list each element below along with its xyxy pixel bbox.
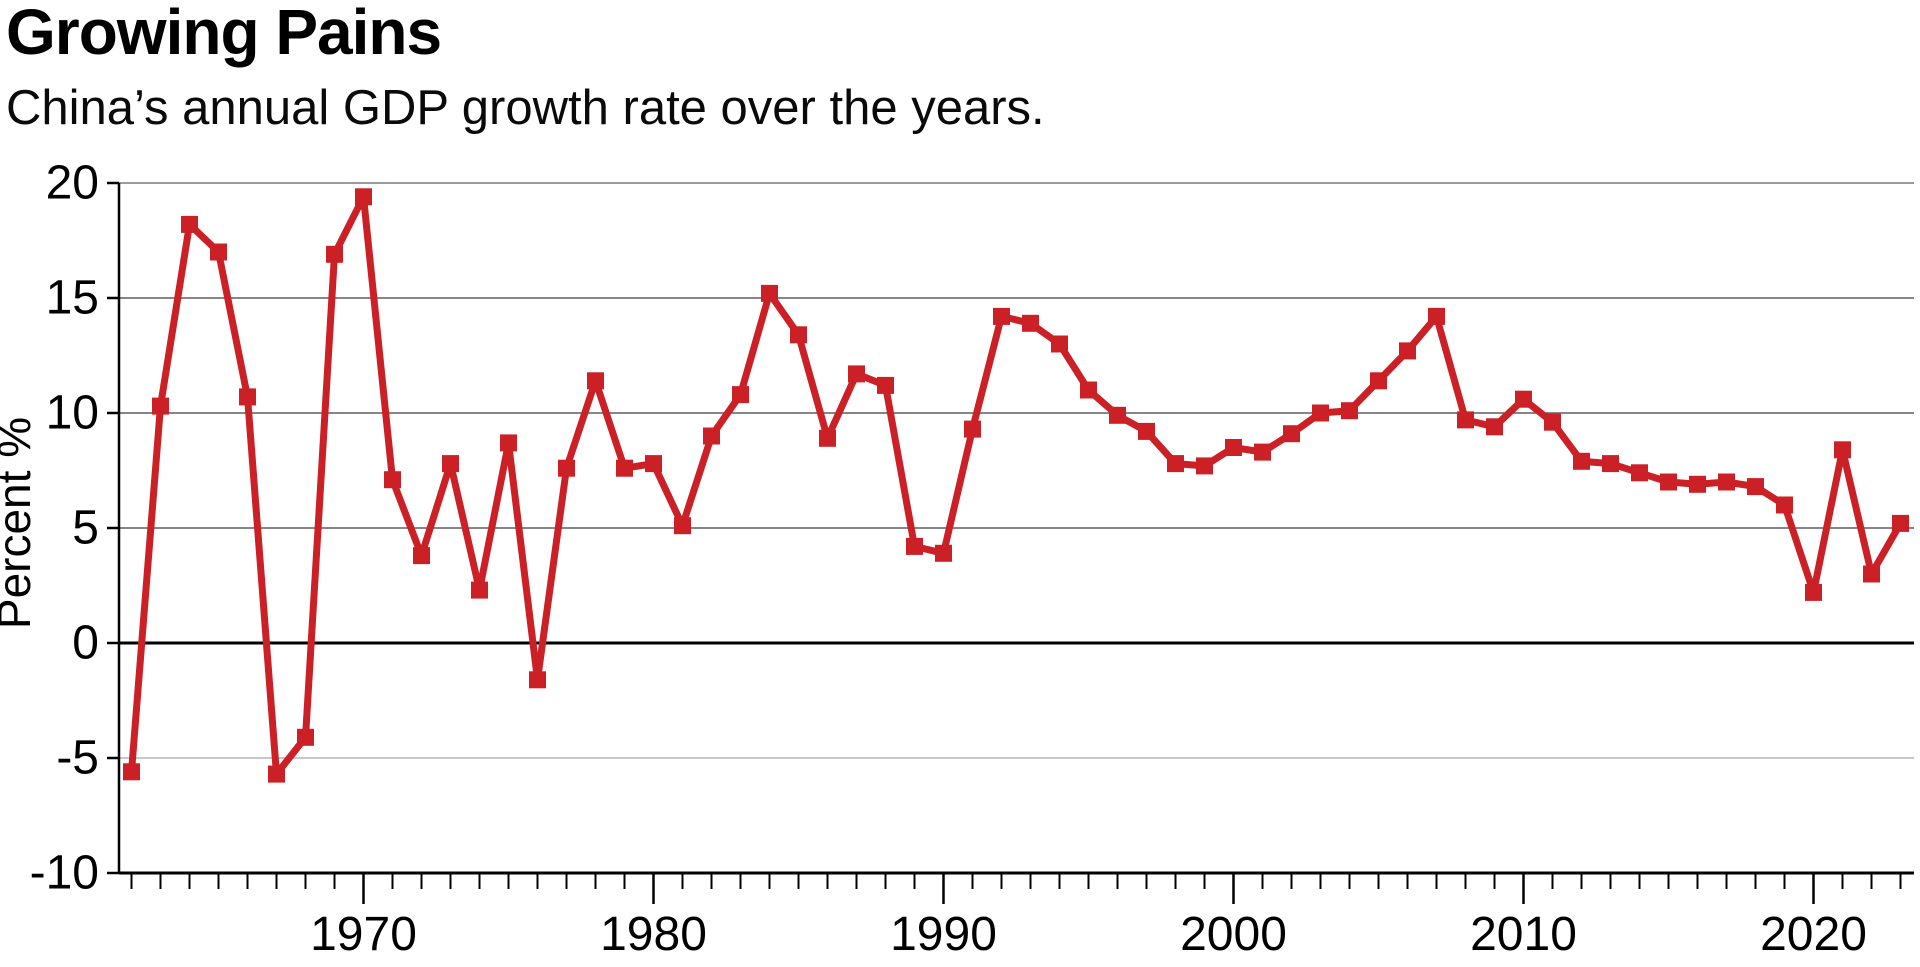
data-series	[123, 188, 1909, 783]
y-tick-label: 15	[46, 272, 99, 325]
data-point	[1776, 496, 1793, 514]
data-point	[1167, 455, 1184, 473]
x-tick-label: 1980	[600, 908, 707, 961]
data-point	[181, 215, 198, 233]
y-tick-label: 20	[46, 157, 99, 210]
data-point	[1689, 475, 1706, 493]
data-point	[1457, 411, 1474, 429]
y-tick-label: -10	[30, 847, 99, 900]
data-point	[616, 459, 633, 477]
data-point	[268, 765, 285, 783]
x-axis-ticks	[130, 873, 1902, 904]
data-point	[1834, 441, 1851, 459]
y-axis-ticks	[107, 181, 119, 875]
data-point	[500, 434, 517, 452]
data-point	[790, 326, 807, 344]
data-point	[1515, 390, 1532, 408]
data-point	[1747, 478, 1764, 496]
chart-title: Growing Pains	[6, 0, 442, 68]
data-point	[471, 581, 488, 599]
data-point	[355, 188, 372, 206]
data-point	[210, 243, 227, 261]
data-point	[1631, 464, 1648, 482]
data-point	[1138, 422, 1155, 440]
y-axis-tick-labels: 20 15 10 5 0 -5 -10	[30, 157, 99, 900]
x-axis-tick-labels: 1970 1980 1990 2000 2010 2020	[310, 908, 1867, 961]
data-point	[1196, 457, 1213, 475]
data-point	[1573, 452, 1590, 470]
data-point	[1109, 406, 1126, 424]
data-point	[413, 547, 430, 565]
y-tick-label: 5	[72, 502, 99, 555]
chart-subtitle: China’s annual GDP growth rate over the …	[6, 81, 1045, 135]
data-point	[1312, 404, 1329, 422]
data-point	[1254, 443, 1271, 461]
data-point	[442, 455, 459, 473]
data-point	[1486, 418, 1503, 436]
x-tick-label: 2000	[1180, 908, 1287, 961]
data-point	[964, 420, 981, 438]
data-point	[587, 372, 604, 390]
x-tick-label: 1970	[310, 908, 417, 961]
data-point	[239, 388, 256, 406]
data-point	[1080, 381, 1097, 399]
data-point	[1399, 342, 1416, 360]
data-point	[1863, 565, 1880, 583]
data-point	[1225, 439, 1242, 456]
data-point	[761, 284, 778, 302]
data-point	[1544, 413, 1561, 431]
data-point	[384, 471, 401, 489]
data-point	[326, 245, 343, 263]
data-point	[703, 427, 720, 445]
data-point	[877, 376, 894, 394]
data-point	[1022, 314, 1039, 332]
data-point	[529, 671, 546, 689]
data-point	[1805, 583, 1822, 601]
data-point	[1602, 455, 1619, 473]
data-point	[732, 386, 749, 404]
y-axis-title: Percent %	[0, 417, 40, 629]
data-point	[152, 397, 169, 415]
y-tick-label: -5	[56, 732, 99, 785]
data-point	[906, 537, 923, 555]
x-tick-label: 1990	[890, 908, 997, 961]
data-point	[1892, 514, 1909, 532]
data-point	[1428, 307, 1445, 325]
data-point	[1051, 335, 1068, 353]
data-point	[848, 365, 865, 383]
data-point	[297, 728, 314, 746]
y-tick-label: 0	[72, 617, 99, 670]
data-point	[674, 517, 691, 535]
y-tick-label: 10	[46, 387, 99, 440]
data-point	[645, 455, 662, 473]
data-point	[1341, 402, 1358, 420]
data-point	[1283, 425, 1300, 443]
data-point	[1718, 473, 1735, 491]
data-point	[819, 429, 836, 447]
x-tick-label: 2010	[1470, 908, 1577, 961]
data-point	[558, 459, 575, 477]
gridlines	[119, 182, 1914, 759]
data-point	[1370, 372, 1387, 390]
data-point	[123, 763, 140, 781]
data-point	[935, 544, 952, 562]
data-point	[993, 307, 1010, 325]
data-point	[1660, 473, 1677, 491]
x-tick-label: 2020	[1760, 908, 1867, 961]
